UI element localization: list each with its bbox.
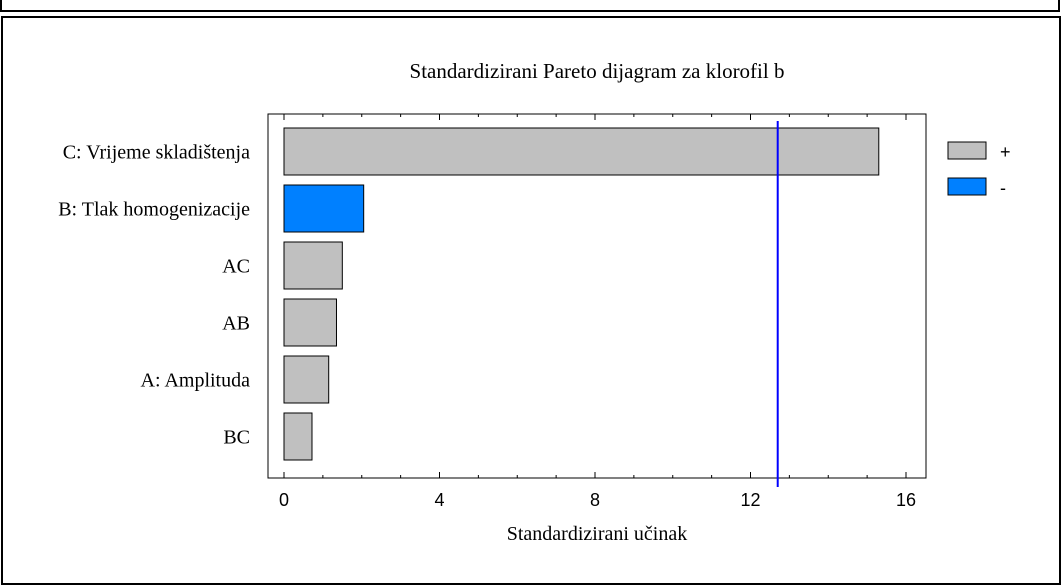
chart-frame: Standardizirani Pareto dijagram za kloro… bbox=[1, 16, 1061, 585]
x-tick-label-4: 12 bbox=[740, 490, 760, 510]
category-label-6: BC bbox=[223, 427, 250, 449]
bar-4 bbox=[283, 298, 337, 347]
bar-1 bbox=[283, 127, 880, 176]
bar-5 bbox=[283, 355, 330, 404]
category-label-2: B: Tlak homogenizacije bbox=[58, 199, 250, 221]
legend-negative-swatch bbox=[947, 177, 987, 196]
chart-title: Standardizirani Pareto dijagram za kloro… bbox=[410, 59, 785, 83]
legend-negative-label: - bbox=[1000, 178, 1006, 198]
top-window-frame bbox=[0, 0, 1060, 12]
pareto-chart: Standardizirani Pareto dijagram za kloro… bbox=[58, 59, 1011, 545]
bar-2 bbox=[283, 184, 365, 233]
top-axis-ticks bbox=[283, 114, 907, 120]
x-axis-label: Standardizirani učinak bbox=[507, 523, 688, 545]
x-axis-ticks: 0 4 8 12 16 bbox=[279, 472, 916, 510]
category-label-1: C: Vrijeme skladištenja bbox=[63, 142, 250, 164]
legend: + - bbox=[947, 141, 1011, 198]
legend-positive-swatch bbox=[947, 141, 987, 160]
x-tick-label-1: 0 bbox=[279, 490, 289, 510]
category-labels: C: Vrijeme skladištenja B: Tlak homogeniz… bbox=[58, 142, 250, 449]
bar-6 bbox=[283, 412, 313, 461]
bar-3 bbox=[283, 241, 343, 290]
x-tick-label-3: 8 bbox=[590, 490, 600, 510]
plot-area bbox=[267, 113, 927, 479]
bars-group bbox=[283, 127, 880, 461]
x-tick-label-5: 16 bbox=[896, 490, 916, 510]
category-label-3: AC bbox=[222, 256, 250, 278]
category-label-4: AB bbox=[222, 313, 250, 335]
legend-positive-label: + bbox=[1000, 142, 1011, 162]
x-tick-label-2: 4 bbox=[434, 490, 444, 510]
category-label-5: A: Amplituda bbox=[141, 370, 251, 392]
